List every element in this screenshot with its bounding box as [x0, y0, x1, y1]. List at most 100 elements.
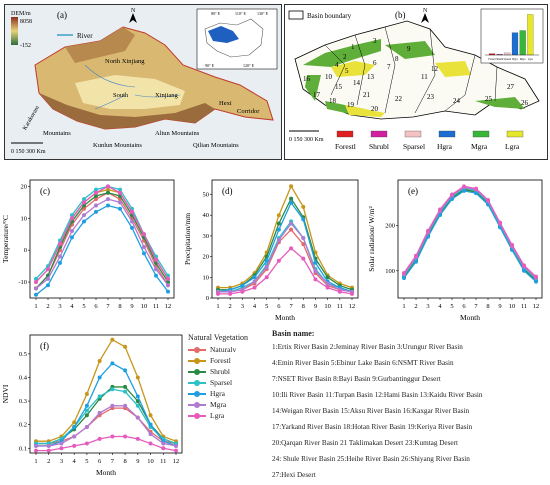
data-point-forestl: [110, 337, 115, 342]
data-point-lgra: [106, 184, 110, 189]
x-tick-label: 5: [82, 303, 85, 310]
data-point-lgra: [228, 291, 233, 296]
region-label-qilian: Qilian Mountains: [193, 142, 239, 149]
data-point-forestl: [97, 358, 102, 363]
data-point-hgra: [474, 191, 478, 196]
x-tick-label: 7: [289, 303, 293, 310]
y-tick-label: 200: [385, 222, 395, 229]
data-point-mgra: [118, 200, 122, 205]
series-line-forestl: [36, 338, 177, 442]
data-point-lgra: [166, 276, 170, 281]
svg-text:25: 25: [485, 95, 493, 103]
svg-text:5: 5: [345, 67, 349, 75]
data-point-mgra: [46, 443, 51, 448]
svg-text:23: 23: [427, 93, 435, 101]
data-point-sparsel: [118, 187, 122, 192]
dem-map-svg: DEM/m 8058 -152 (a) River N 80° E 110° E…: [11, 8, 278, 155]
x-tick-label: 1: [34, 303, 37, 310]
y-tick-label: 20: [203, 254, 210, 261]
x-tick-label: 3: [60, 458, 63, 465]
data-point-lgra: [264, 275, 269, 280]
data-point-sparsel: [110, 387, 115, 392]
data-point-shrubl: [106, 190, 110, 195]
data-point-mgra: [301, 235, 306, 240]
data-point-lgra: [350, 291, 354, 296]
x-tick-label: 9: [498, 303, 501, 310]
legend-label: Shrubl: [210, 367, 231, 376]
data-point-hgra: [118, 206, 122, 211]
data-point-hgra: [97, 375, 102, 380]
basin-row-4: 10:Ili River Basin 11:Turpan Basin 12:Ha…: [272, 391, 483, 399]
y-tick-label: 30: [203, 233, 210, 240]
vegetation-map-svg: (b) Basin boundary N 1 2 3 4 5 6 7 8 9 1…: [288, 8, 544, 151]
data-point-sparsel: [82, 197, 86, 202]
data-point-shrubl: [325, 275, 330, 280]
data-point-lgra: [118, 190, 122, 195]
x-tick-label: 3: [58, 303, 61, 310]
legend-label: Forestl: [210, 356, 231, 365]
data-point-sparsel: [84, 408, 89, 413]
data-point-forestl: [289, 184, 294, 189]
data-point-hgra: [110, 361, 115, 366]
data-point-hgra: [301, 217, 306, 222]
data-point-mgra: [166, 283, 170, 288]
data-point-hgra: [289, 200, 294, 205]
legend-marker-swatch: [194, 380, 200, 386]
inset-bar-label: Hgra: [512, 58, 518, 61]
data-point-hgra: [34, 292, 38, 297]
data-point-lgra: [534, 274, 538, 279]
x-tick-label: 4: [73, 458, 77, 465]
data-point-hgra: [414, 259, 418, 264]
data-point-hgra: [252, 275, 257, 280]
svg-text:18: 18: [329, 97, 337, 105]
region-label-xinjiang: Xinjiang: [155, 92, 178, 99]
data-point-lgra: [110, 434, 115, 439]
y-tick-label: 0.3: [19, 398, 27, 405]
svg-text:9: 9: [407, 45, 411, 53]
series-line-hgra: [35, 204, 169, 296]
inset-tick-1: 80° E: [211, 11, 221, 16]
data-point-lgra: [34, 448, 38, 453]
x-tick-label: 2: [46, 303, 49, 310]
data-point-mgra: [97, 410, 102, 415]
svg-text:27: 27: [507, 83, 515, 91]
basin-row-1: 1:Ertix River Basin 2:Jeminay River Basi…: [272, 343, 463, 351]
data-point-mgra: [148, 432, 153, 437]
data-point-mgra: [123, 403, 128, 408]
data-point-hgra: [130, 225, 134, 230]
svg-text:4: 4: [335, 61, 339, 69]
legend-label: Mgra: [210, 400, 227, 409]
series-line-lgra: [35, 185, 169, 283]
data-point-sparsel: [135, 403, 140, 408]
region-label-kunlun: Kunlun Mountains: [93, 142, 142, 149]
data-point-lgra: [97, 436, 102, 441]
inset-bar-sparsel: [504, 52, 511, 56]
data-point-mgra: [325, 281, 330, 286]
legend-label-mgra: Mgra: [471, 142, 488, 151]
data-point-mgra: [313, 269, 318, 274]
data-point-lgra: [289, 246, 294, 251]
legend-label-shrubl: Shrubl: [369, 142, 389, 151]
data-point-mgra: [130, 219, 134, 224]
legend-swatch-lgra: [506, 130, 524, 138]
region-label-mountains: Mountains: [43, 130, 71, 137]
dem-max-label: 8058: [20, 19, 32, 25]
series-line-mgra: [35, 198, 169, 289]
panel-a-letter: (a): [57, 10, 67, 20]
legend-title: Natural Vegetation: [188, 333, 249, 342]
data-point-mgra: [264, 264, 269, 269]
series-line-shrubl: [35, 192, 169, 289]
data-point-hgra: [534, 279, 538, 284]
legend-label: Lgra: [210, 411, 225, 420]
data-point-forestl: [148, 413, 153, 418]
y-tick-label: 0.5: [19, 351, 27, 358]
x-tick-label: 2: [229, 303, 232, 310]
x-tick-label: 4: [253, 303, 257, 310]
y-axis-label: Solar radiation/ W/m²: [367, 206, 376, 272]
y-tick-label: 10: [21, 215, 28, 222]
x-axis-label: Month: [275, 313, 295, 322]
legend-swatch-mgra: [472, 130, 490, 138]
